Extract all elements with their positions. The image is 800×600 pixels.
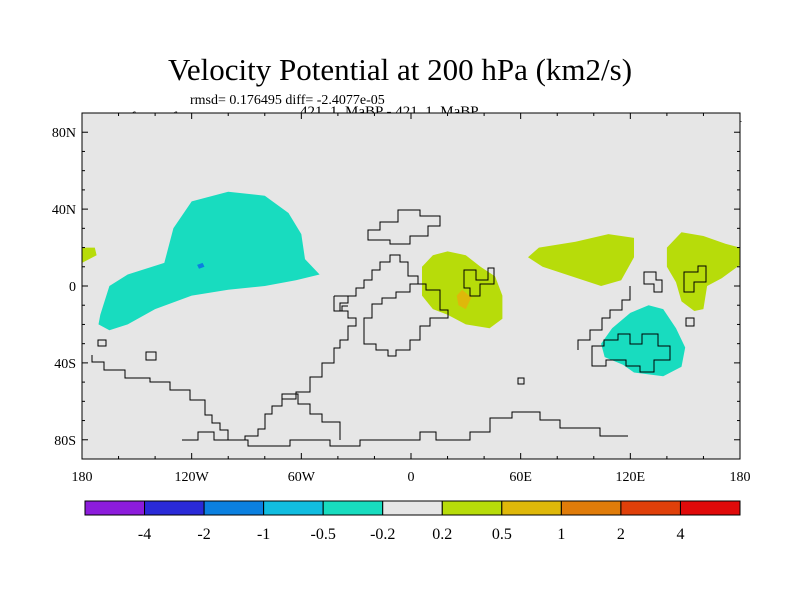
y-tick-label: 40S	[54, 357, 76, 372]
contour-region-positive-anomaly-asia	[528, 234, 634, 286]
coastline-greenland	[367, 209, 441, 245]
coastline-pacific-islands	[683, 265, 707, 293]
coastline-arabia	[463, 267, 495, 297]
colorbar-label: -0.2	[370, 526, 395, 543]
contour-region-positive-core-africa	[456, 289, 472, 310]
chart-title: Velocity Potential at 200 hPa (km2/s)	[167, 52, 633, 87]
coastline-central-america	[333, 296, 348, 312]
colorbar-swatch	[679, 500, 741, 516]
contour-region-negative-anomaly-australia	[601, 305, 686, 377]
coastline-south-america	[91, 295, 357, 441]
x-tick-label: 60E	[509, 470, 532, 485]
x-tick-label: 180	[72, 470, 93, 485]
axis-ticks	[81, 113, 741, 459]
colorbar-label: -0.5	[311, 526, 336, 543]
contour-region-positive-anomaly-westpacific	[666, 232, 740, 311]
colorbar-swatch	[263, 500, 324, 516]
stats-label: rmsd= 0.176495 diff= -2.4077e-05	[190, 93, 385, 108]
colorbar-swatch	[84, 500, 146, 516]
x-tick-label: 60W	[288, 470, 316, 485]
contour-region-negative-core-pacific	[197, 262, 205, 269]
colorbar-swatch	[203, 500, 265, 516]
coastline-indian-ocean-island	[517, 377, 525, 385]
coastline-australia	[591, 333, 671, 373]
x-tick-label: 0	[408, 470, 415, 485]
colorbar-label: 0.5	[492, 526, 512, 543]
colorbar-swatch	[620, 500, 681, 516]
colorbar-swatch	[144, 500, 205, 516]
contour-region-negative-anomaly-pacific	[98, 191, 320, 331]
colorbar-label: 2	[617, 526, 625, 543]
contour-fills	[82, 191, 740, 377]
coastline-africa	[363, 283, 449, 357]
coastline-new-guinea	[685, 317, 695, 327]
colorbar-label: -4	[138, 526, 151, 543]
x-tick-label: 180	[730, 470, 751, 485]
coastline-antarctica	[182, 411, 628, 447]
y-tick-label: 80N	[52, 126, 76, 141]
colorbar-swatch	[560, 500, 622, 516]
coastline-north-atlantic	[348, 254, 419, 297]
colorbar-swatch	[322, 500, 384, 516]
y-tick-label: 80S	[54, 434, 76, 449]
coastline-asia	[577, 286, 631, 350]
colorbar: -4 -2 -1 -0.5 -0.2 0.2 0.5 1 2 4	[84, 500, 741, 543]
x-tick-label: 120E	[616, 470, 646, 485]
colorbar-swatch	[501, 500, 562, 516]
coastlines	[91, 209, 707, 447]
colorbar-label: 1	[557, 526, 565, 543]
y-tick-label: 40N	[52, 203, 76, 218]
coastline-japan	[643, 271, 663, 293]
colorbar-label: 4	[676, 526, 684, 543]
colorbar-label: -2	[197, 526, 210, 543]
coastline-pacific-island	[145, 351, 157, 361]
colorbar-swatch	[441, 500, 503, 516]
colorbar-swatch	[382, 500, 443, 516]
coastline-pacific-island-2	[97, 339, 107, 347]
x-tick-label: 120W	[175, 470, 210, 485]
colorbar-label: 0.2	[432, 526, 452, 543]
y-tick-label: 0	[69, 280, 76, 295]
contour-region-positive-anomaly-dateline	[82, 247, 97, 263]
coastline-antarctic-peninsula	[281, 393, 341, 440]
axis-tick-labels: 180 120W 60W 0 60E 120E 180 80N 40N 0 40S 80S	[52, 126, 751, 485]
colorbar-label: -1	[257, 526, 270, 543]
